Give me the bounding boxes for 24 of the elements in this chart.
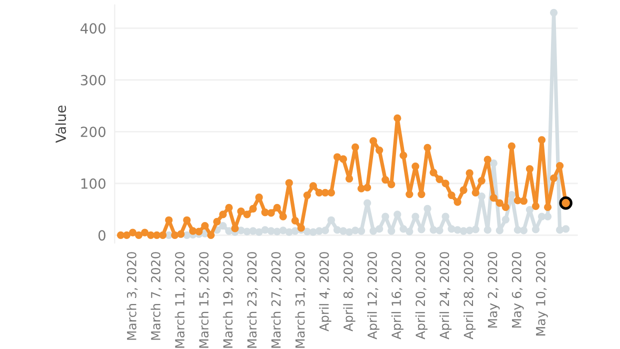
y-tick-label: 0 <box>98 230 106 241</box>
x-tick-label: March 19, 2020 <box>222 252 234 348</box>
x-tick-label: April 28, 2020 <box>464 252 476 340</box>
x-tick-label: March 31, 2020 <box>295 252 306 348</box>
x-tick-label: March 15, 2020 <box>198 252 210 348</box>
x-tick-label: March 27, 2020 <box>271 252 282 348</box>
x-tick-label: April 4, 2020 <box>319 252 332 332</box>
x-tick-label: May 6, 2020 <box>512 252 524 328</box>
y-tick-label: 200 <box>80 126 106 138</box>
x-tick-label: May 2, 2020 <box>488 252 500 328</box>
x-tick-label: April 16, 2020 <box>391 252 404 340</box>
y-axis-title: Value <box>55 106 66 143</box>
x-tick-label: March 11, 2020 <box>174 252 186 348</box>
y-tick-label: 100 <box>81 178 106 189</box>
x-tick-label: March 23, 2020 <box>246 252 258 348</box>
x-tick-label: April 20, 2020 <box>415 252 428 340</box>
x-tick-label: April 12, 2020 <box>367 252 380 340</box>
x-tick-label: April 8, 2020 <box>343 252 356 332</box>
x-tick-label: April 24, 2020 <box>439 252 452 340</box>
x-tick-label: May 10, 2020 <box>536 252 548 336</box>
y-tick-label: 400 <box>80 23 106 34</box>
x-tick-label: March 3, 2020 <box>126 252 138 340</box>
x-tick-label: March 7, 2020 <box>150 252 162 340</box>
y-tick-label: 300 <box>80 74 106 86</box>
